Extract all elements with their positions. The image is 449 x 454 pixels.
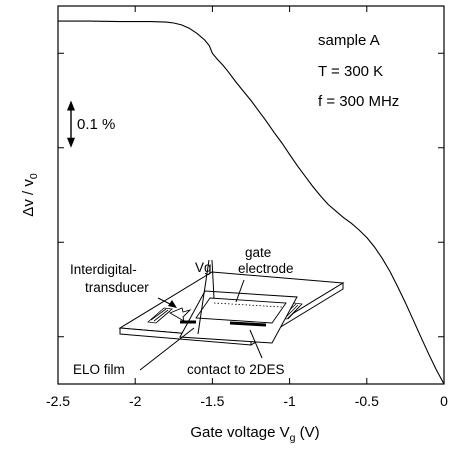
scale-bar-label: 0.1 % bbox=[77, 116, 115, 133]
x-tick-label: 0 bbox=[440, 393, 448, 409]
x-tick-label: -1.5 bbox=[200, 393, 224, 409]
vg-wire-gate bbox=[211, 259, 215, 299]
gate-electrode bbox=[195, 297, 287, 324]
contact-label: contact to 2DES bbox=[187, 362, 285, 377]
annotation-sample: sample A bbox=[318, 32, 380, 49]
gate-label-line1: gate bbox=[245, 245, 271, 260]
x-axis-label: Gate voltage Vg (V) bbox=[190, 424, 319, 444]
gate-leader-line bbox=[235, 279, 245, 303]
contact-leader-line bbox=[249, 329, 263, 359]
scale-bar-arrowhead-up bbox=[67, 100, 75, 111]
elo-label: ELO film bbox=[73, 362, 125, 377]
y-axis-label: Δv / v0 bbox=[20, 173, 40, 217]
scale-bar: 0.1 % bbox=[67, 100, 115, 148]
y-axis-label-subscript: 0 bbox=[28, 173, 40, 179]
annotation-frequency: f = 300 MHz bbox=[318, 93, 399, 110]
idt-label-line2: transducer bbox=[85, 280, 149, 295]
device-schematic: Vg gate electrode Interdigital- transduc… bbox=[70, 245, 345, 377]
contact-bar bbox=[229, 321, 267, 327]
wave-arrow bbox=[168, 307, 192, 322]
y-axis-ticks bbox=[58, 52, 444, 338]
vg-wire bbox=[197, 259, 210, 335]
x-axis-label-subscript: g bbox=[290, 432, 296, 444]
x-tick-label: -2.5 bbox=[46, 393, 70, 409]
idt-label-line1: Interdigital- bbox=[70, 262, 137, 277]
gate-label-line2: electrode bbox=[238, 261, 294, 276]
plot-frame bbox=[57, 5, 445, 385]
gate-dotted-edge bbox=[213, 302, 283, 308]
idt-pointer-head bbox=[168, 300, 177, 308]
elo-leader-line bbox=[139, 327, 195, 371]
idt-left bbox=[147, 307, 173, 324]
x-tick-label: -1 bbox=[283, 393, 296, 409]
data-series-line bbox=[58, 20, 445, 385]
x-tick-label: -2 bbox=[129, 393, 142, 409]
x-tick-label: -0.5 bbox=[355, 393, 379, 409]
annotation-temperature: T = 300 K bbox=[318, 63, 383, 80]
x-axis-ticks: -2.5 -2 -1.5 -1 -0.5 0 bbox=[46, 6, 448, 409]
scale-bar-arrowhead-down bbox=[67, 137, 75, 148]
vg-label: Vg bbox=[195, 260, 212, 275]
